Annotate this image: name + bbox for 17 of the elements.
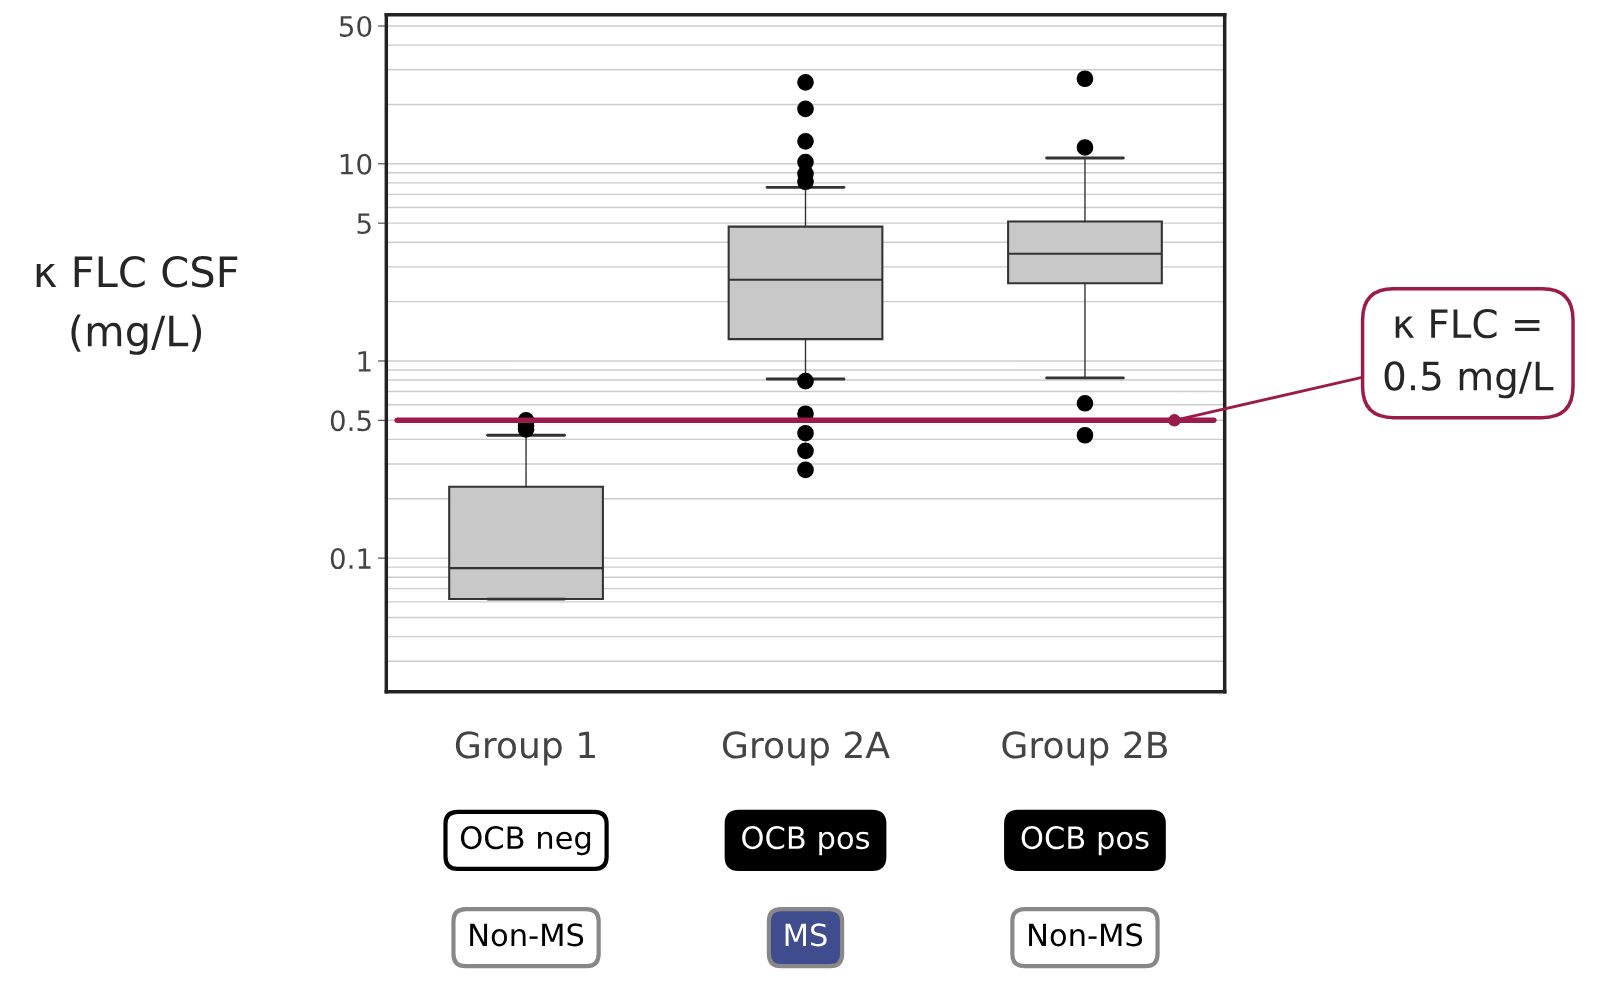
ref-line-label: κ FLC = 0.5 mg/L xyxy=(1384,308,1554,399)
y-tick-label: 0.5 xyxy=(330,410,371,432)
text: OCB pos xyxy=(742,826,870,856)
y-tick-label: 0.1 xyxy=(330,548,371,570)
y-tick-label: 1 xyxy=(358,351,371,372)
text: OCB pos xyxy=(1021,826,1149,856)
y-tick-label: 50 xyxy=(339,15,372,37)
y-axis-title: κ FLC CSF (mg/L) xyxy=(36,255,238,355)
x-tick-label: Group 2B xyxy=(1002,731,1167,766)
text: MS xyxy=(785,923,827,947)
y-tick-label: 10 xyxy=(340,153,372,175)
text: Non-MS xyxy=(470,923,584,947)
text: Non-MS xyxy=(1029,923,1143,947)
y-tick-label: 5 xyxy=(357,213,371,235)
x-tick-label: Group 2A xyxy=(723,731,890,766)
x-tick-label: Group 1 xyxy=(455,731,595,766)
text: OCB neg xyxy=(460,826,591,856)
